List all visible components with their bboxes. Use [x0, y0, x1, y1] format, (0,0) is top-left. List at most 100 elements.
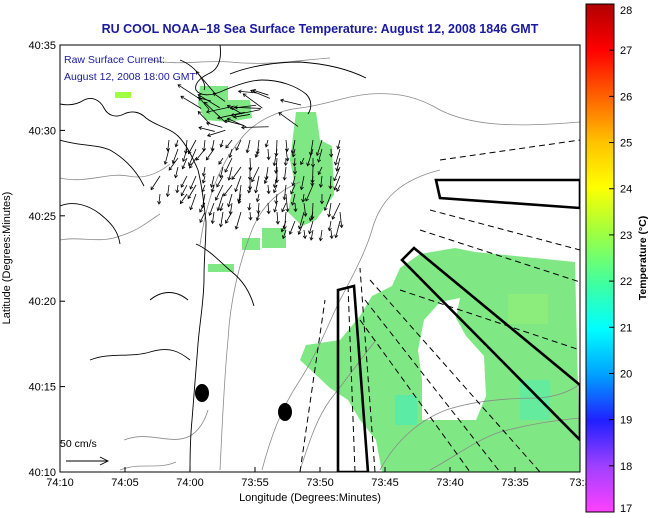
current-vector-head [197, 111, 202, 115]
y-tick-label: 40:35 [28, 40, 56, 52]
sst-patch-east-c [395, 395, 417, 425]
current-vector-head [275, 220, 280, 225]
colorbar-tick-label: 28 [620, 5, 632, 17]
current-vector-head [303, 213, 308, 217]
current-vector-head [278, 112, 283, 116]
radar-radials [299, 139, 580, 472]
x-axis-label: Longitude (Degrees:Minutes) [239, 492, 381, 504]
current-vector [220, 211, 224, 227]
current-vector-head [187, 195, 192, 200]
current-vector-head [218, 160, 223, 165]
current-vector [188, 139, 197, 154]
current-vector-head [290, 190, 294, 195]
x-tick-label: 73:40 [436, 477, 464, 489]
current-vector-head [256, 210, 261, 214]
current-vector [199, 97, 210, 111]
current-vector-head [328, 185, 333, 190]
colorbar-tick-label: 24 [620, 184, 632, 196]
current-vector-head [219, 207, 224, 212]
x-tick-label: 73:55 [241, 477, 269, 489]
current-vector-head [227, 176, 232, 181]
current-vector-head [205, 156, 210, 161]
current-vector [257, 202, 260, 214]
current-vector-head [290, 201, 295, 206]
current-vector [300, 157, 305, 165]
sst-patch-small-1 [262, 228, 286, 248]
current-vector [339, 211, 343, 228]
current-vector [328, 220, 332, 231]
current-vector [228, 166, 233, 181]
current-vector [256, 193, 260, 202]
current-vector-head [247, 189, 252, 194]
current-vector-head [214, 196, 219, 201]
current-vector [204, 102, 227, 123]
current-vector [227, 118, 247, 128]
current-vector-head [281, 208, 286, 213]
current-vector [249, 211, 252, 220]
current-vector-head [209, 183, 214, 188]
current-vector [241, 126, 269, 128]
current-vector [333, 166, 341, 181]
current-vector [235, 211, 242, 230]
current-vector [307, 148, 314, 166]
current-vector [320, 175, 323, 188]
current-vector-head [210, 220, 215, 225]
current-vector [246, 139, 251, 153]
current-vector [267, 148, 270, 160]
current-vector [181, 184, 188, 196]
current-vector [284, 211, 287, 229]
current-vector-head [334, 161, 339, 166]
current-vector-head [179, 200, 184, 205]
current-vector-head [189, 206, 194, 211]
current-vector-head [317, 158, 322, 163]
current-vector-head [292, 171, 298, 175]
current-vector [231, 109, 261, 117]
current-vector [275, 157, 278, 174]
current-vector-head [264, 143, 269, 148]
current-vector [216, 175, 224, 187]
current-vector-head [308, 230, 313, 235]
current-vector-head [210, 188, 215, 193]
current-vector [291, 193, 296, 206]
current-vector-head [201, 172, 206, 177]
current-vector [202, 175, 206, 184]
current-vector-head [188, 162, 192, 167]
current-vector [167, 139, 170, 151]
current-vector [197, 97, 212, 102]
current-vector-head [205, 109, 210, 114]
current-vector-head [306, 162, 311, 167]
current-vector-head [228, 154, 233, 159]
current-vector [248, 184, 251, 193]
current-vector [273, 148, 278, 166]
current-vector-head [175, 189, 180, 194]
current-vector-head [254, 153, 259, 158]
current-vector-head [297, 231, 302, 235]
colorbar-tick-label: 18 [620, 461, 632, 473]
scale-label: 50 cm/s [60, 438, 97, 450]
current-vector [335, 220, 341, 238]
current-vector [250, 90, 271, 99]
sst-patch-shelf [288, 112, 334, 226]
current-vector-head [150, 186, 155, 191]
annotation-line-2: August 12, 2008 18:00 GMT [64, 71, 197, 83]
current-vector-head [300, 161, 304, 166]
current-vector [199, 211, 206, 223]
current-vector [290, 184, 296, 194]
x-tick-label: 73:45 [371, 477, 399, 489]
y-tick-label: 40:30 [28, 125, 56, 137]
current-vector [175, 166, 179, 178]
current-vector [331, 202, 341, 220]
current-vector-head [199, 208, 203, 213]
current-vector-head [292, 162, 297, 167]
current-vector [264, 175, 269, 184]
current-vector [235, 139, 242, 151]
current-vector [219, 166, 224, 178]
current-vector-head [336, 188, 340, 193]
current-vector-head [216, 207, 221, 212]
current-vector-head [207, 133, 211, 138]
current-vector [213, 92, 226, 102]
current-vector-head [333, 177, 338, 182]
current-vector [310, 229, 314, 241]
current-vector [189, 193, 197, 210]
current-vector-head [171, 160, 176, 164]
